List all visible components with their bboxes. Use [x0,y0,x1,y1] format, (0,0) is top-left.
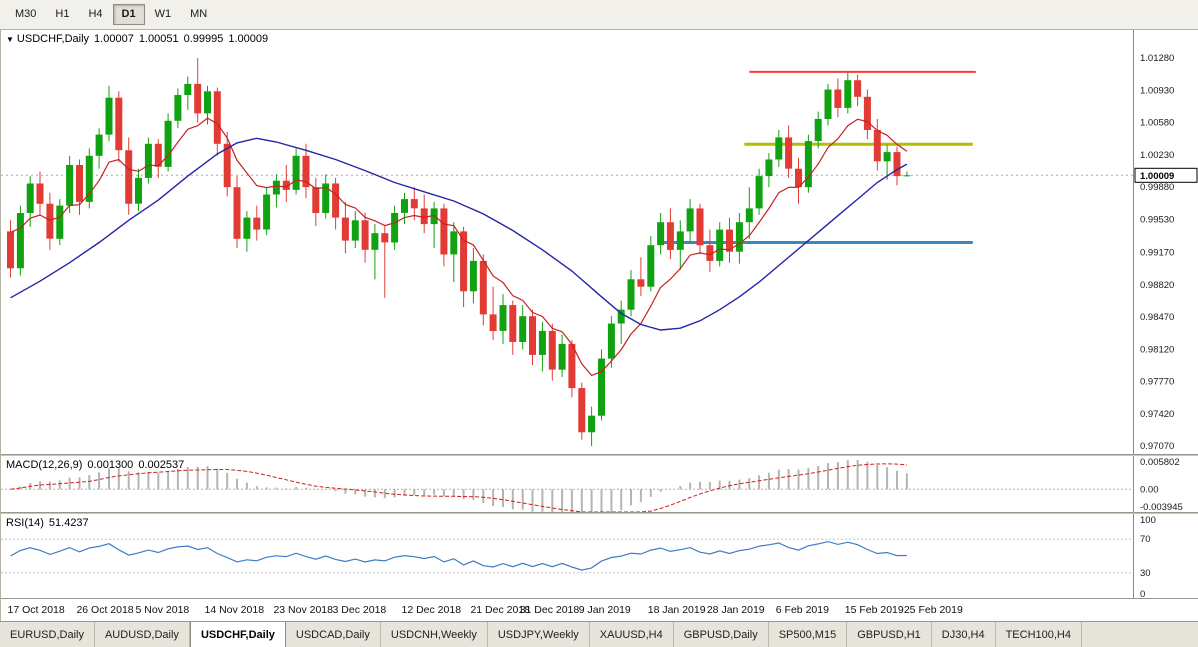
timeframe-button-w1[interactable]: W1 [146,4,181,25]
chart-window: 1.01280 1.00930 1.00580 1.00230 0.99880 0.995… [0,30,1198,621]
rsi-canvas[interactable]: 100 70 30 0 [1,514,1198,598]
date-label: 21 Dec 2018 [470,604,530,616]
date-label: 3 Dec 2018 [332,604,387,616]
price-tick: 1.00930 [1140,85,1174,96]
main-chart-panel: 1.01280 1.00930 1.00580 1.00230 0.99880 0.995… [1,30,1198,454]
price-tick: 0.99530 [1140,214,1174,225]
date-label: 15 Feb 2019 [844,604,904,616]
price-tick: 0.98120 [1140,344,1174,355]
price-tick: 0.98470 [1140,312,1174,323]
tab-eurusd-daily[interactable]: EURUSD,Daily [0,622,95,647]
tab-usdcnh-weekly[interactable]: USDCNH,Weekly [380,622,488,647]
price-tick: 1.01280 [1140,53,1174,64]
date-label: 23 Nov 2018 [273,604,333,616]
price-tick: 0.98820 [1140,280,1174,291]
panel-divider[interactable] [1,454,1198,456]
timeframe-button-h1[interactable]: H1 [46,4,78,25]
date-label: 12 Dec 2018 [401,604,462,616]
date-label: 6 Feb 2019 [775,604,829,616]
timeframe-button-h4[interactable]: H4 [79,4,111,25]
chart-tabs-bar: EURUSD,Daily AUDUSD,Daily USDCHF,Daily USDC… [0,621,1198,647]
macd-canvas[interactable]: 0.005802 0.00 -0.003945 [1,456,1198,512]
price-tick: 0.97070 [1140,441,1174,452]
date-axis[interactable]: 17 Oct 2018 26 Oct 2018 5 Nov 2018 14 Nov 2… [1,598,1198,621]
date-label: 18 Jan 2019 [647,604,706,616]
price-tick: 0.97770 [1140,377,1174,388]
current-price-box [1134,167,1198,183]
tab-usdchf-daily[interactable]: USDCHF,Daily [189,622,286,647]
macd-axis-tick: 0.005802 [1140,457,1180,468]
date-label: 5 Nov 2018 [135,604,190,616]
tab-sp500-m15[interactable]: SP500,M15 [768,622,848,647]
macd-panel: 0.005802 0.00 -0.003945 MACD(12,26,9) 0.001… [1,456,1198,512]
rsi-axis-tick: 100 [1140,515,1156,526]
price-tick: 1.00230 [1140,150,1174,161]
date-label: 9 Jan 2019 [578,604,631,616]
timeframe-button-d1[interactable]: D1 [112,4,145,25]
date-label: 26 Oct 2018 [76,604,134,616]
panel-divider[interactable] [1,512,1198,514]
price-tick: 0.97420 [1140,409,1174,420]
tab-usdcad-daily[interactable]: USDCAD,Daily [285,622,381,647]
date-label: 28 Jan 2019 [706,604,765,616]
rsi-axis-tick: 0 [1140,589,1145,598]
tab-xauusd-h4[interactable]: XAUUSD,H4 [589,622,674,647]
tab-tech100-h4[interactable]: TECH100,H4 [995,622,1082,647]
price-tick: 0.99880 [1140,182,1174,193]
date-label: 25 Feb 2019 [903,604,963,616]
rsi-axis-tick: 70 [1140,534,1151,545]
tab-usdjpy-weekly[interactable]: USDJPY,Weekly [487,622,590,647]
macd-axis-tick: -0.003945 [1140,502,1183,512]
timeframe-button-m30[interactable]: M30 [6,4,45,25]
rsi-panel: 100 70 30 0 RSI(14) 51.4237 [1,514,1198,598]
main-chart-canvas[interactable]: 1.01280 1.00930 1.00580 1.00230 0.99880 0.995… [1,30,1198,454]
price-tick: 1.00580 [1140,118,1174,129]
tab-gbpusd-daily[interactable]: GBPUSD,Daily [673,622,769,647]
date-label: 17 Oct 2018 [7,604,65,616]
tab-gbpusd-h1[interactable]: GBPUSD,H1 [847,622,932,647]
date-label: 14 Nov 2018 [204,604,265,616]
price-tick: 0.99170 [1140,248,1174,259]
macd-axis-tick: 0.00 [1140,484,1159,495]
tab-audusd-daily[interactable]: AUDUSD,Daily [94,622,190,647]
date-label: 31 Dec 2018 [519,604,580,616]
tab-dj30-h4[interactable]: DJ30,H4 [931,622,996,647]
timeframe-toolbar: M30 H1 H4 D1 W1 MN [0,0,1198,30]
timeframe-button-mn[interactable]: MN [181,4,216,25]
current-price-label: 1.00009 [1140,171,1174,182]
rsi-axis-tick: 30 [1140,568,1151,579]
